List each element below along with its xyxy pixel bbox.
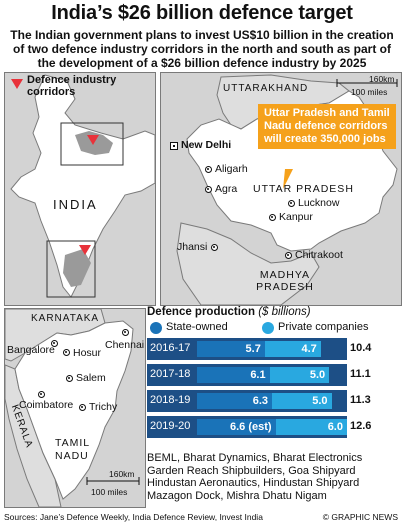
legend-swatch-private xyxy=(262,322,274,334)
neighbor-label-madhya-pradesh: MADHYA PRADESH xyxy=(256,269,314,293)
bar-private: 6.0 xyxy=(275,419,347,435)
bar-private: 4.7 xyxy=(264,341,321,357)
south-scale-km: 160km xyxy=(109,469,135,479)
south-scale-miles: 100 miles xyxy=(91,487,128,497)
city-label-salem: Salem xyxy=(76,372,106,384)
city-marker-coimbatore xyxy=(38,391,45,398)
city-marker-hosur xyxy=(63,349,70,356)
city-marker-trichy xyxy=(79,404,86,411)
page-subtitle: The Indian government plans to invest US… xyxy=(10,28,394,70)
total-label: 11.1 xyxy=(350,368,371,380)
callout-pointer xyxy=(283,169,293,189)
city-label-aligarh: Aligarh xyxy=(215,163,248,175)
bar-state-owned: 6.3 xyxy=(197,393,272,409)
bar-state-owned: 6.6 (est) xyxy=(197,419,276,435)
city-label-jhansi: Jhansi xyxy=(177,241,208,253)
city-marker-jhansi xyxy=(211,244,218,251)
north-scale-km: 160km xyxy=(369,74,395,84)
legend-label-private: Private companies xyxy=(278,321,369,333)
bar-state-owned: 6.1 xyxy=(197,367,270,383)
category-label: 2017-18 xyxy=(150,368,191,380)
jobs-callout: Uttar Pradesh and Tamil Nadu defence cor… xyxy=(258,104,396,149)
category-label: 2016-17 xyxy=(150,342,191,354)
city-marker-kanpur xyxy=(269,214,276,221)
neighbor-label-karnataka: KARNATAKA xyxy=(31,313,100,324)
city-marker-agra xyxy=(205,186,212,193)
city-label-chitrakoot: Chitrakoot xyxy=(295,249,343,261)
city-label-trichy: Trichy xyxy=(89,401,118,413)
city-label-chennai: Chennai xyxy=(105,339,145,351)
total-label: 10.4 xyxy=(350,342,372,354)
companies-list: BEML, Bharat Dynamics, Bharat Electronic… xyxy=(147,452,363,502)
city-marker-chennai xyxy=(122,329,129,336)
bar-private: 5.0 xyxy=(272,393,332,409)
city-label-kanpur: Kanpur xyxy=(279,211,313,223)
south-map: KARNATAKA KERALA TAMIL NADU Bangalore Ho… xyxy=(4,308,146,508)
credit-text: © GRAPHIC NEWS xyxy=(322,512,398,522)
sources-text: Sources: Jane’s Defence Weekly, India De… xyxy=(4,512,263,522)
city-label-agra: Agra xyxy=(215,183,238,195)
south-map-graphic xyxy=(5,309,145,507)
north-scale-miles: 100 miles xyxy=(351,87,388,97)
bar-private: 5.0 xyxy=(269,367,330,383)
tamil-nadu-shape xyxy=(14,320,134,500)
chart-unit: ($ billions) xyxy=(258,306,311,318)
city-marker-aligarh xyxy=(205,166,212,173)
city-marker-chitrakoot xyxy=(285,252,292,259)
city-label-hosur: Hosur xyxy=(73,347,102,359)
city-label-coimbatore: Coimbatore xyxy=(19,399,74,411)
locator-map-graphic xyxy=(5,73,155,305)
north-corridor-marker xyxy=(87,135,99,145)
total-label: 11.3 xyxy=(350,394,371,406)
chart-title-text: Defence production xyxy=(147,306,255,318)
madhya-pradesh-shape xyxy=(176,222,320,305)
city-marker-salem xyxy=(66,375,73,382)
city-label-bangalore: Bangalore xyxy=(7,344,55,356)
city-marker-bangalore xyxy=(51,340,58,347)
bar-state-owned: 5.7 xyxy=(197,341,265,357)
chart-title: Defence production ($ billions) xyxy=(147,306,311,318)
category-label: 2019-20 xyxy=(150,420,191,432)
neighbor-label-uttarakhand: UTTARAKHAND xyxy=(223,83,309,94)
capital-marker xyxy=(170,142,178,150)
south-corridor-shape xyxy=(63,249,91,287)
legend-label-state-owned: State-owned xyxy=(166,321,228,333)
legend-swatch-state-owned xyxy=(150,322,162,334)
locator-map: Defence industry corridors INDIA xyxy=(4,72,156,306)
legend-label: Defence industry corridors xyxy=(27,74,117,98)
south-corridor-marker xyxy=(79,245,91,255)
state-label-uttar-pradesh: UTTAR PRADESH xyxy=(253,183,354,195)
page-title: India’s $26 billion defence target xyxy=(51,2,353,24)
total-label: 12.6 xyxy=(350,420,372,432)
legend-marker xyxy=(11,79,23,89)
state-label-tamil-nadu: TAMIL NADU xyxy=(55,437,90,462)
city-label-lucknow: Lucknow xyxy=(298,197,340,209)
category-label: 2018-19 xyxy=(150,394,191,406)
country-label: INDIA xyxy=(53,197,98,212)
city-label-new-delhi: New Delhi xyxy=(181,139,232,151)
city-marker-lucknow xyxy=(288,200,295,207)
